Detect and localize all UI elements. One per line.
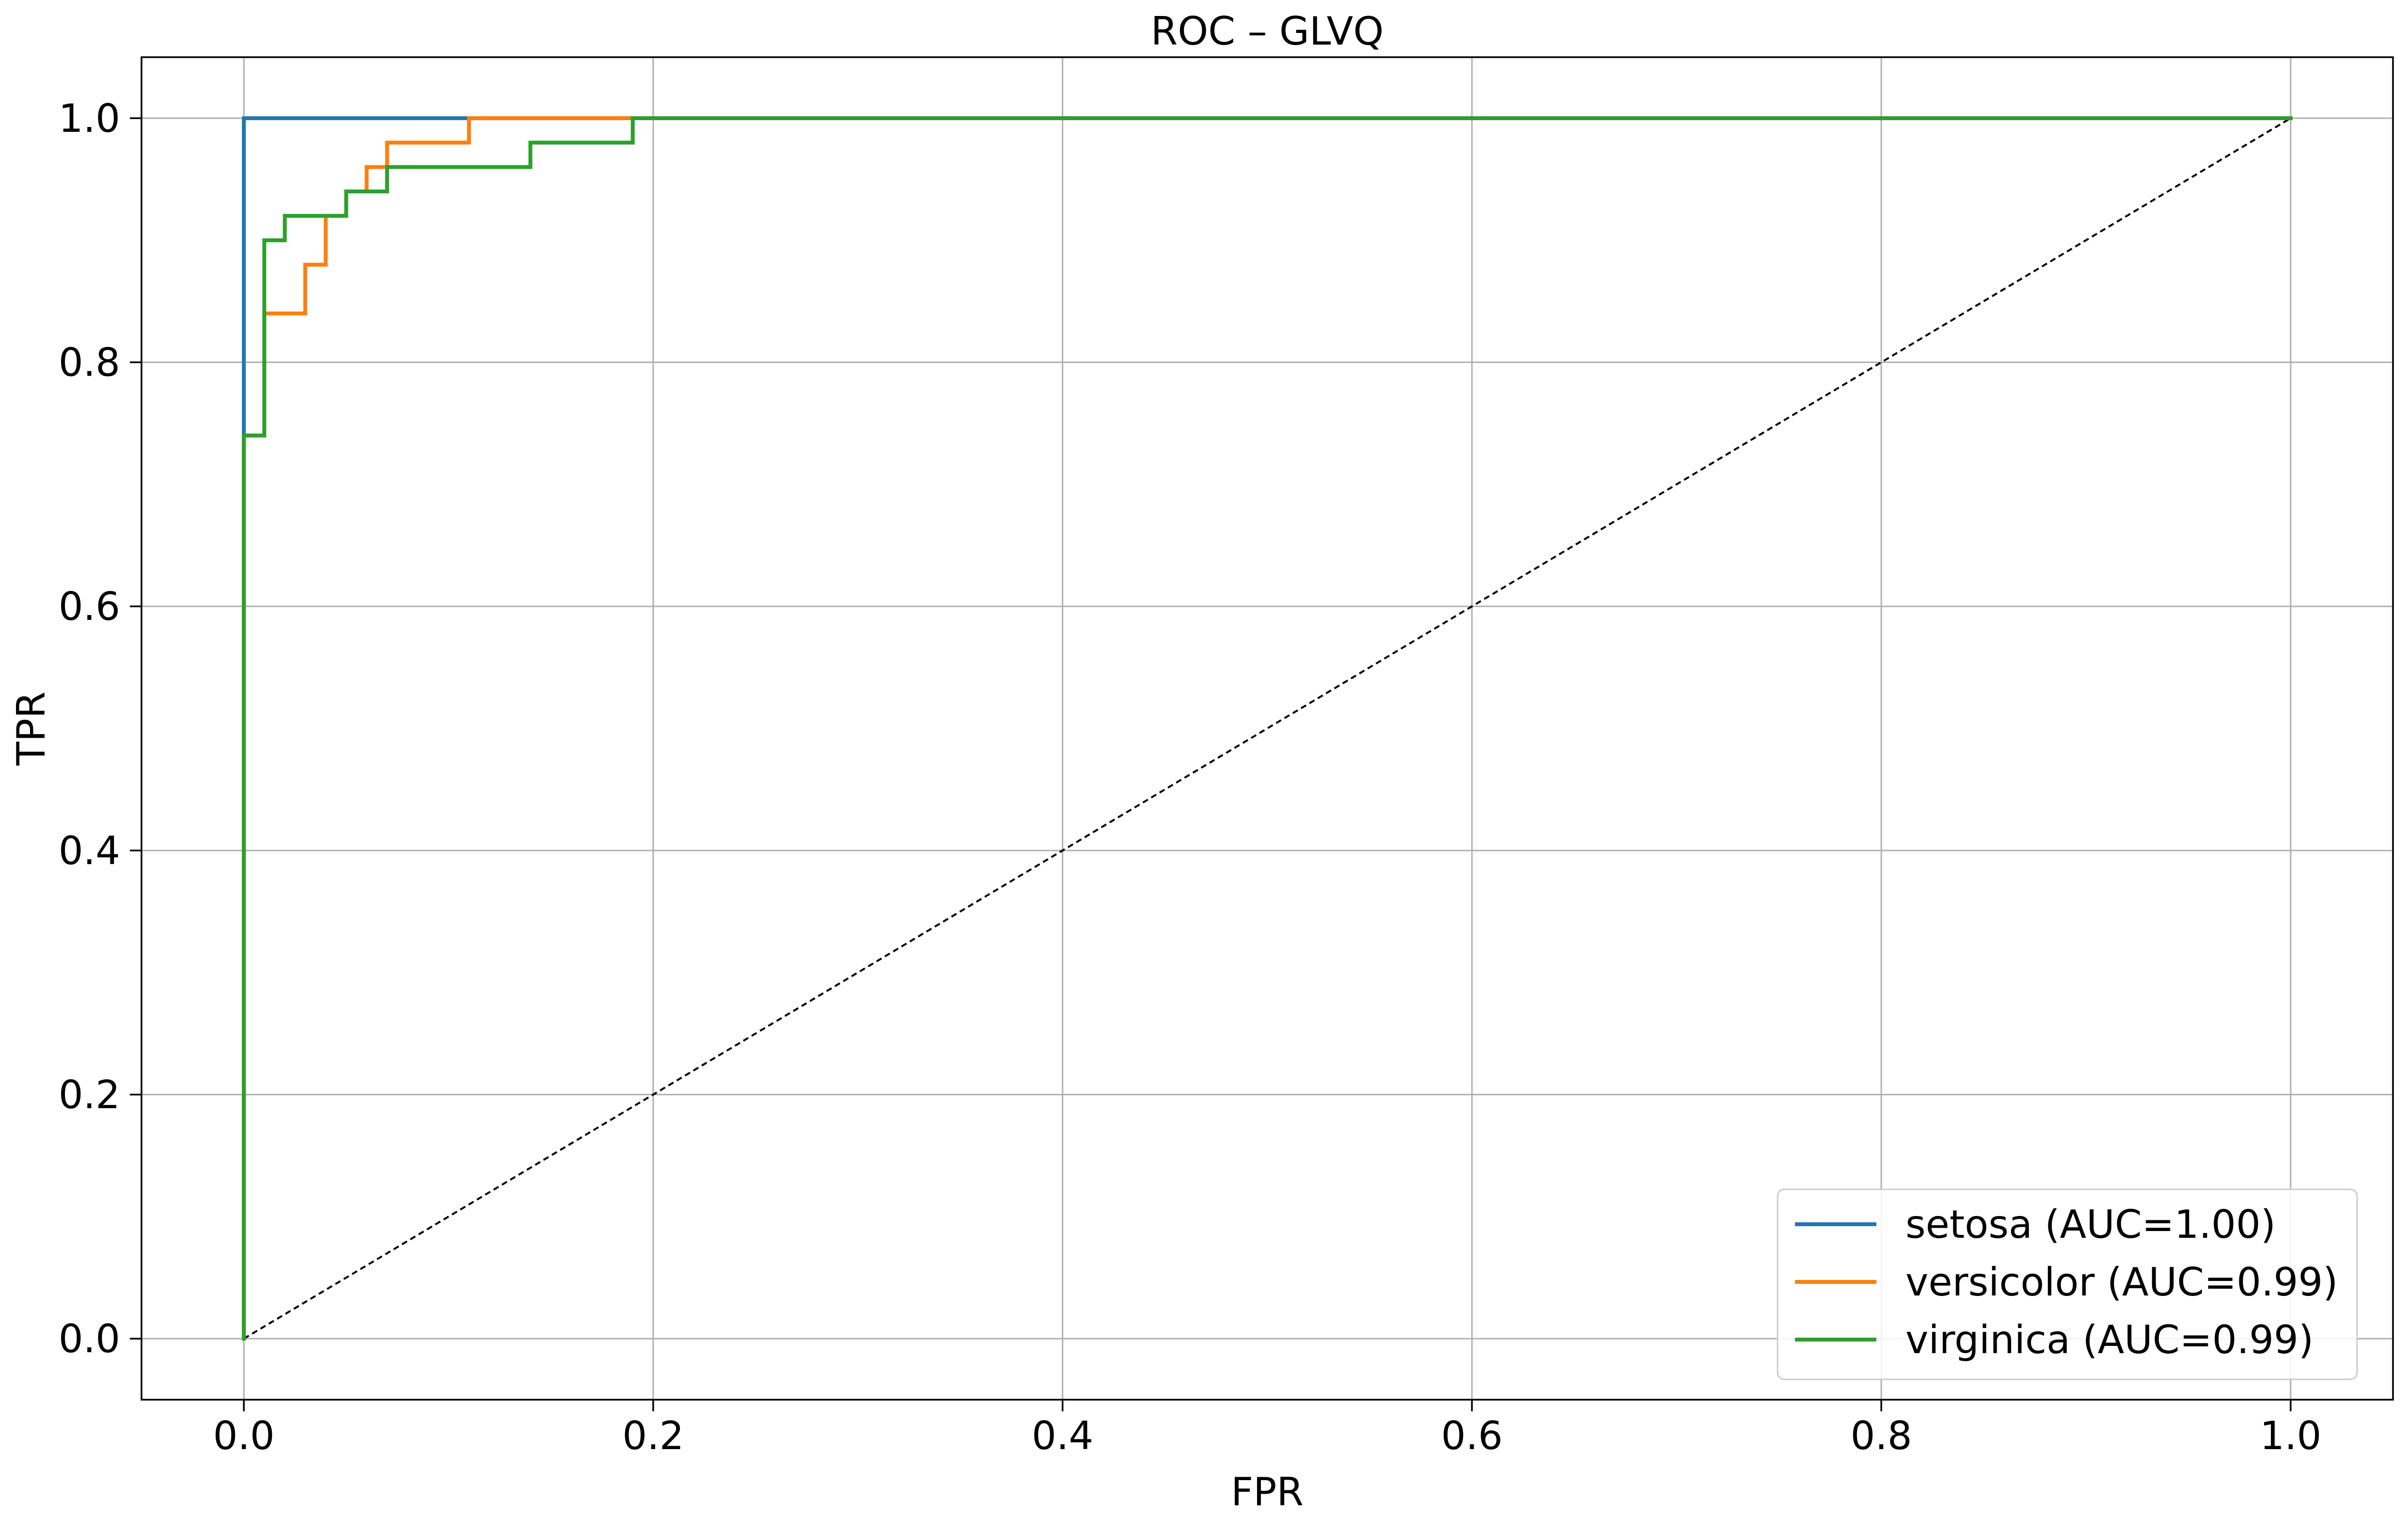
axis-ticks: 0.0 0.2 0.4 0.6 0.8 1.0 0.0 0.2 0.4 0.6 0.8 1.0	[59, 96, 2322, 1458]
series-lines	[242, 116, 2293, 1341]
y-tick-label-2: 0.4	[59, 828, 120, 873]
legend-box	[1777, 1188, 2358, 1380]
x-tick-label-5: 1.0	[2260, 1413, 2321, 1458]
series-line-2	[242, 116, 2293, 1341]
y-tick-label-0: 0.0	[59, 1316, 120, 1361]
plot-area-frame	[141, 56, 2394, 1401]
y-tick-label-4: 0.8	[59, 340, 120, 385]
legend: setosa (AUC=1.00) versicolor (AUC=0.99) vi…	[1777, 1188, 2358, 1380]
y-tick-label-5: 1.0	[59, 96, 120, 141]
y-tick-label-3: 0.6	[59, 584, 120, 629]
x-tick-label-2: 0.4	[1032, 1413, 1093, 1458]
y-axis-label: TPR	[9, 692, 54, 766]
x-tick-label-0: 0.0	[213, 1413, 275, 1458]
x-axis-label: FPR	[1231, 1469, 1304, 1515]
chart-title: ROC – GLVQ	[1151, 9, 1384, 54]
legend-label-0: setosa (AUC=1.00)	[1905, 1202, 2276, 1247]
y-tick-label-1: 0.2	[59, 1072, 120, 1117]
x-tick-label-3: 0.6	[1441, 1413, 1503, 1458]
legend-label-2: virginica (AUC=0.99)	[1905, 1317, 2314, 1362]
x-tick-label-4: 0.8	[1850, 1413, 1912, 1458]
legend-label-1: versicolor (AUC=0.99)	[1905, 1260, 2338, 1305]
x-tick-label-1: 0.2	[622, 1413, 684, 1458]
